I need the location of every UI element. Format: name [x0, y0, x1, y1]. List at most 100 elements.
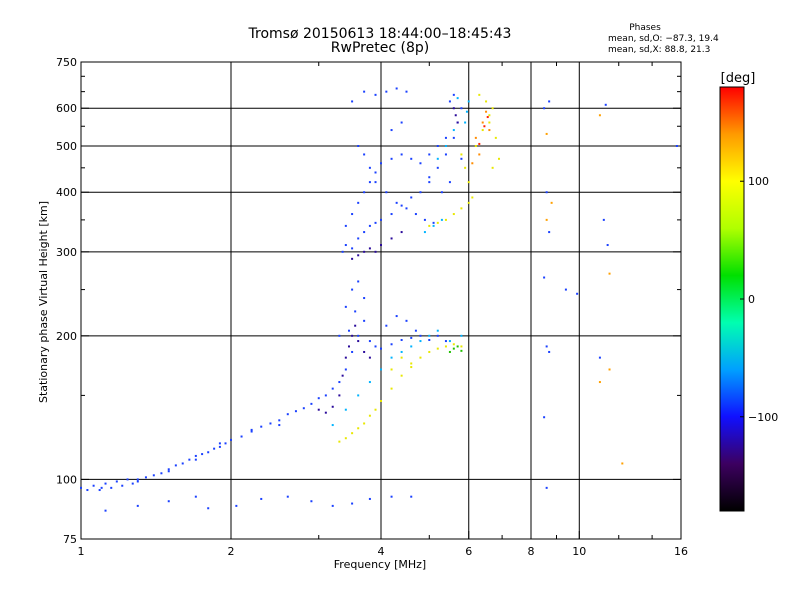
data-point: [486, 116, 489, 119]
x-axis-ticks: 1 2 4 6 8 10 16: [78, 62, 688, 558]
data-point: [545, 218, 548, 221]
data-point: [354, 310, 357, 313]
data-point: [317, 397, 320, 400]
data-point: [444, 340, 447, 343]
data-point: [338, 381, 341, 384]
data-point: [331, 424, 334, 427]
data-point: [385, 324, 388, 327]
data-point: [400, 356, 403, 359]
data-point: [115, 480, 118, 483]
data-point: [548, 350, 551, 353]
data-point: [675, 144, 678, 147]
data-point: [428, 181, 431, 184]
data-point: [363, 250, 366, 253]
stats-heading: Phases: [629, 23, 661, 33]
data-point: [380, 368, 382, 371]
data-point: [86, 489, 89, 492]
y-tick-label: 600: [56, 102, 77, 115]
data-point: [444, 218, 447, 221]
data-point: [460, 207, 463, 210]
data-point: [357, 340, 360, 343]
data-point: [436, 221, 439, 224]
data-point: [230, 438, 232, 441]
data-point: [390, 129, 393, 132]
data-point: [410, 362, 413, 365]
data-point: [363, 90, 366, 93]
data-point: [363, 231, 366, 234]
data-point: [478, 142, 481, 145]
data-point: [419, 162, 422, 165]
colorbar: [deg] 100 0 −100: [719, 71, 778, 512]
data-point: [598, 114, 601, 117]
data-point: [278, 419, 281, 422]
data-point: [478, 93, 481, 96]
data-point: [467, 100, 470, 103]
data-point: [471, 196, 474, 199]
data-point: [347, 329, 350, 332]
data-point: [405, 90, 408, 93]
data-point: [400, 153, 403, 156]
data-point: [400, 350, 403, 353]
data-point: [174, 464, 177, 467]
data-point: [188, 458, 191, 461]
data-point: [207, 507, 210, 510]
data-point: [419, 191, 422, 194]
colorbar-label: [deg]: [721, 71, 756, 86]
data-point: [465, 110, 468, 113]
y-tick-label: 500: [56, 140, 77, 153]
data-point: [351, 288, 354, 291]
data-point: [428, 350, 431, 353]
data-point: [354, 324, 357, 327]
data-point: [385, 90, 388, 93]
data-point: [456, 345, 459, 348]
data-point: [363, 319, 366, 322]
data-point: [452, 343, 455, 346]
data-point: [390, 237, 393, 240]
x-tick-label: 4: [378, 545, 385, 558]
data-point: [310, 402, 313, 405]
data-point: [363, 153, 366, 156]
data-point: [368, 497, 371, 500]
data-point: [351, 350, 354, 353]
data-point: [491, 107, 494, 110]
data-point: [347, 345, 350, 348]
data-point: [351, 257, 354, 260]
data-point: [464, 166, 467, 169]
data-point: [194, 454, 197, 457]
data-point: [194, 458, 197, 461]
data-point: [269, 422, 272, 425]
data-point: [213, 447, 216, 450]
data-point: [452, 213, 455, 216]
data-point: [218, 442, 221, 445]
stats-line-o: mean, sd,O: −87.3, 19.4: [608, 34, 719, 44]
data-point: [368, 340, 371, 343]
data-point: [341, 250, 344, 253]
data-point: [400, 121, 403, 124]
data-point: [410, 366, 413, 369]
data-point: [545, 132, 548, 135]
data-point: [344, 356, 347, 359]
x-axis-label: Frequency [MHz]: [334, 558, 426, 571]
data-point: [419, 356, 422, 359]
data-point: [344, 437, 347, 440]
data-point: [428, 338, 431, 341]
data-point: [464, 121, 467, 124]
data-point: [344, 368, 347, 371]
data-points: [80, 87, 678, 512]
data-point: [235, 504, 238, 507]
x-tick-label: 8: [528, 545, 535, 558]
data-point: [494, 136, 497, 139]
data-point: [436, 334, 439, 337]
data-point: [405, 319, 408, 322]
data-point: [497, 157, 500, 160]
data-point: [390, 157, 393, 160]
data-point: [385, 191, 388, 194]
data-point: [414, 329, 417, 332]
data-point: [390, 213, 393, 216]
data-point: [448, 350, 451, 353]
data-point: [410, 157, 413, 160]
data-point: [460, 334, 463, 337]
data-point: [395, 315, 398, 318]
data-point: [405, 207, 408, 210]
